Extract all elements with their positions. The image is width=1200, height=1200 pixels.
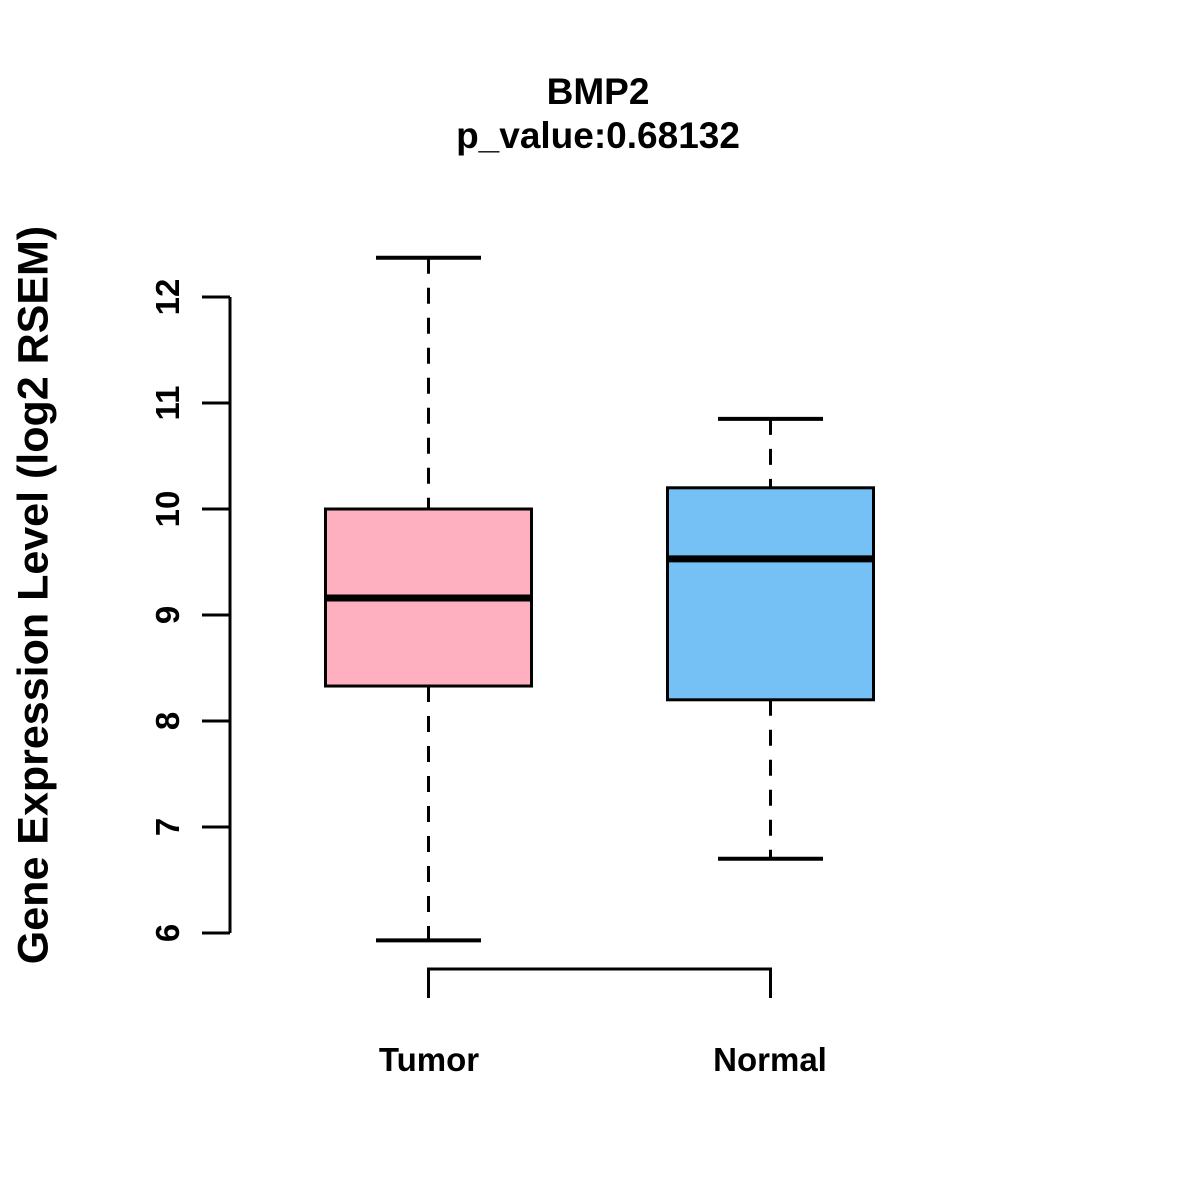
y-tick-label: 8 bbox=[149, 711, 186, 731]
y-tick-label: 11 bbox=[149, 385, 186, 421]
chart-title: BMP2 bbox=[546, 71, 650, 112]
normal-box bbox=[666, 486, 875, 702]
x-axis-bracket bbox=[427, 967, 772, 998]
x-label-normal: Normal bbox=[713, 1041, 827, 1078]
y-tick-label: 7 bbox=[149, 817, 186, 837]
chart-subtitle: p_value:0.68132 bbox=[456, 115, 740, 156]
y-axis-label: Gene Expression Level (log2 RSEM) bbox=[9, 225, 58, 965]
x-label-tumor: Tumor bbox=[378, 1041, 480, 1078]
y-tick-label: 6 bbox=[149, 923, 186, 943]
y-tick-label: 9 bbox=[149, 605, 186, 625]
y-tick-label: 12 bbox=[149, 278, 186, 316]
y-tick-label: 10 bbox=[149, 490, 186, 528]
